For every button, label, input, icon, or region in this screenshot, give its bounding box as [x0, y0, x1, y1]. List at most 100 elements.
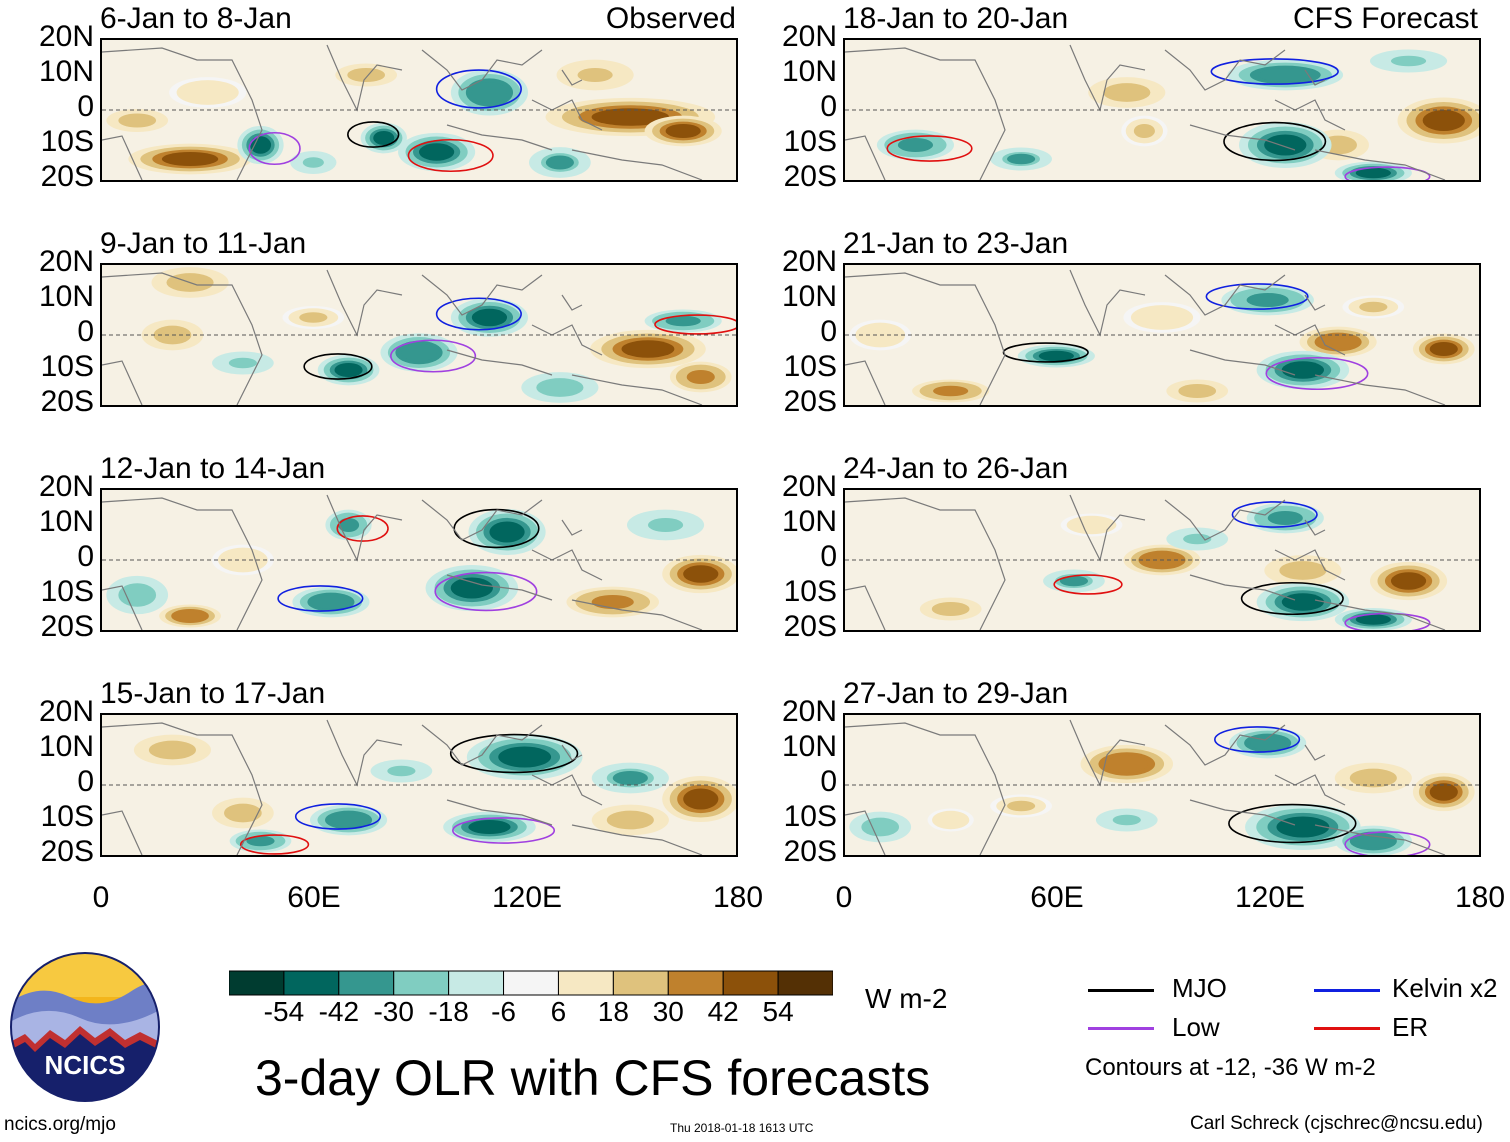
colorbar-segment — [283, 970, 340, 996]
positive-olr-anomaly — [123, 115, 152, 126]
lat-tick-label: 20S — [40, 385, 94, 418]
coastline — [326, 719, 403, 787]
chart-title: 3-day OLR with CFS forecasts — [255, 1050, 931, 1106]
lon-tick-label: 0 — [92, 881, 110, 914]
olr-map-svg — [102, 40, 736, 180]
positive-olr-anomaly — [683, 565, 719, 583]
positive-olr-anomaly — [621, 340, 675, 358]
colorbar-segment — [338, 970, 395, 996]
olr-map-panel — [100, 38, 738, 182]
colorbar-segment — [393, 970, 450, 996]
negative-olr-anomaly — [450, 577, 493, 599]
coastline — [561, 519, 583, 536]
lat-tick-label: 10N — [38, 280, 94, 313]
negative-olr-anomaly — [498, 746, 552, 768]
positive-olr-anomaly — [1007, 800, 1036, 812]
negative-olr-anomaly — [249, 136, 272, 154]
olr-map-svg — [102, 490, 736, 630]
coastline — [561, 294, 583, 311]
coastline — [446, 799, 553, 826]
negative-olr-anomaly — [612, 771, 648, 785]
olr-map-panel — [843, 488, 1481, 632]
lat-tick-label: 0 — [820, 90, 837, 123]
coastline — [421, 724, 543, 766]
mjo-contour — [1240, 581, 1344, 616]
negative-olr-anomaly — [1038, 350, 1074, 362]
lat-tick-label: 10N — [38, 730, 94, 763]
colorbar-tick-label: 42 — [707, 996, 739, 1027]
lat-tick-label: 10N — [781, 55, 837, 88]
coastline — [1314, 599, 1446, 630]
negative-olr-anomaly — [1059, 575, 1089, 587]
panel-title: 12-Jan to 14-Jan — [100, 452, 326, 485]
mjo-contour — [1002, 342, 1089, 363]
colorbar-tick-label: -6 — [491, 996, 516, 1027]
positive-olr-anomaly — [940, 814, 962, 826]
coastline — [326, 494, 403, 562]
lat-tick-label: 20S — [783, 385, 837, 418]
negative-olr-anomaly — [665, 315, 701, 327]
colorbar-segment — [557, 970, 614, 996]
lat-tick-label: 10S — [783, 575, 837, 608]
lat-tick-label: 20S — [40, 610, 94, 643]
coastline — [1274, 774, 1346, 806]
olr-map-svg — [845, 715, 1479, 855]
coastline — [1314, 824, 1446, 855]
olr-map-panel — [843, 713, 1481, 857]
positive-olr-anomaly — [1133, 124, 1155, 138]
negative-olr-anomaly — [1276, 816, 1330, 838]
coastline — [1069, 719, 1146, 787]
negative-olr-anomaly — [387, 765, 416, 777]
olr-map-svg — [845, 265, 1479, 405]
coastline — [845, 585, 886, 630]
coastline — [531, 774, 603, 806]
colorbar-segment — [503, 970, 559, 996]
panel-title: 27-Jan to 29-Jan — [843, 677, 1069, 710]
legend-mjo-label: MJO — [1172, 973, 1227, 1003]
lat-tick-label: 10N — [781, 730, 837, 763]
lat-tick-label: 10S — [40, 575, 94, 608]
lon-tick-label: 60E — [287, 881, 341, 914]
panel-tag: CFS Forecast — [1292, 2, 1478, 35]
positive-olr-anomaly — [577, 68, 613, 82]
lat-tick-label: 20S — [783, 835, 837, 868]
lat-tick-label: 20N — [38, 695, 94, 728]
coastline — [845, 135, 886, 180]
coastline — [845, 272, 1006, 405]
low-contour — [248, 131, 301, 166]
positive-olr-anomaly — [1144, 310, 1180, 325]
positive-olr-anomaly — [1429, 783, 1458, 801]
negative-olr-anomaly — [1355, 167, 1391, 179]
negative-olr-anomaly — [419, 143, 455, 161]
negative-olr-anomaly — [897, 138, 934, 152]
lat-tick-label: 10S — [40, 800, 94, 833]
negative-olr-anomaly — [1112, 814, 1141, 826]
panel-title: 15-Jan to 17-Jan — [100, 677, 326, 710]
olr-map-panel — [100, 713, 738, 857]
negative-olr-anomaly — [228, 357, 257, 369]
lat-tick-label: 20S — [40, 835, 94, 868]
olr-map-svg — [845, 490, 1479, 630]
colorbar-tick-label: -54 — [263, 996, 305, 1027]
mjo-contour — [303, 353, 373, 380]
coastline — [531, 549, 603, 581]
panel-title: 9-Jan to 11-Jan — [100, 227, 307, 260]
coastline — [571, 374, 703, 405]
coastline — [571, 824, 703, 855]
negative-olr-anomaly — [246, 835, 275, 847]
positive-olr-anomaly — [936, 603, 965, 615]
lat-tick-label: 0 — [820, 315, 837, 348]
positive-olr-anomaly — [1422, 110, 1465, 131]
lat-tick-label: 10S — [783, 125, 837, 158]
mjo-contour — [453, 508, 540, 549]
olr-map-panel — [843, 38, 1481, 182]
legend-er-label: ER — [1392, 1012, 1429, 1042]
coastline — [102, 497, 263, 630]
coastline — [446, 124, 553, 151]
kelvin-contour — [294, 803, 382, 830]
lon-tick-label: 180 — [712, 881, 764, 914]
coastline — [421, 274, 543, 316]
colorbar-tick-label: -30 — [373, 996, 414, 1027]
negative-olr-anomaly — [471, 308, 508, 327]
coastline — [1069, 494, 1146, 562]
